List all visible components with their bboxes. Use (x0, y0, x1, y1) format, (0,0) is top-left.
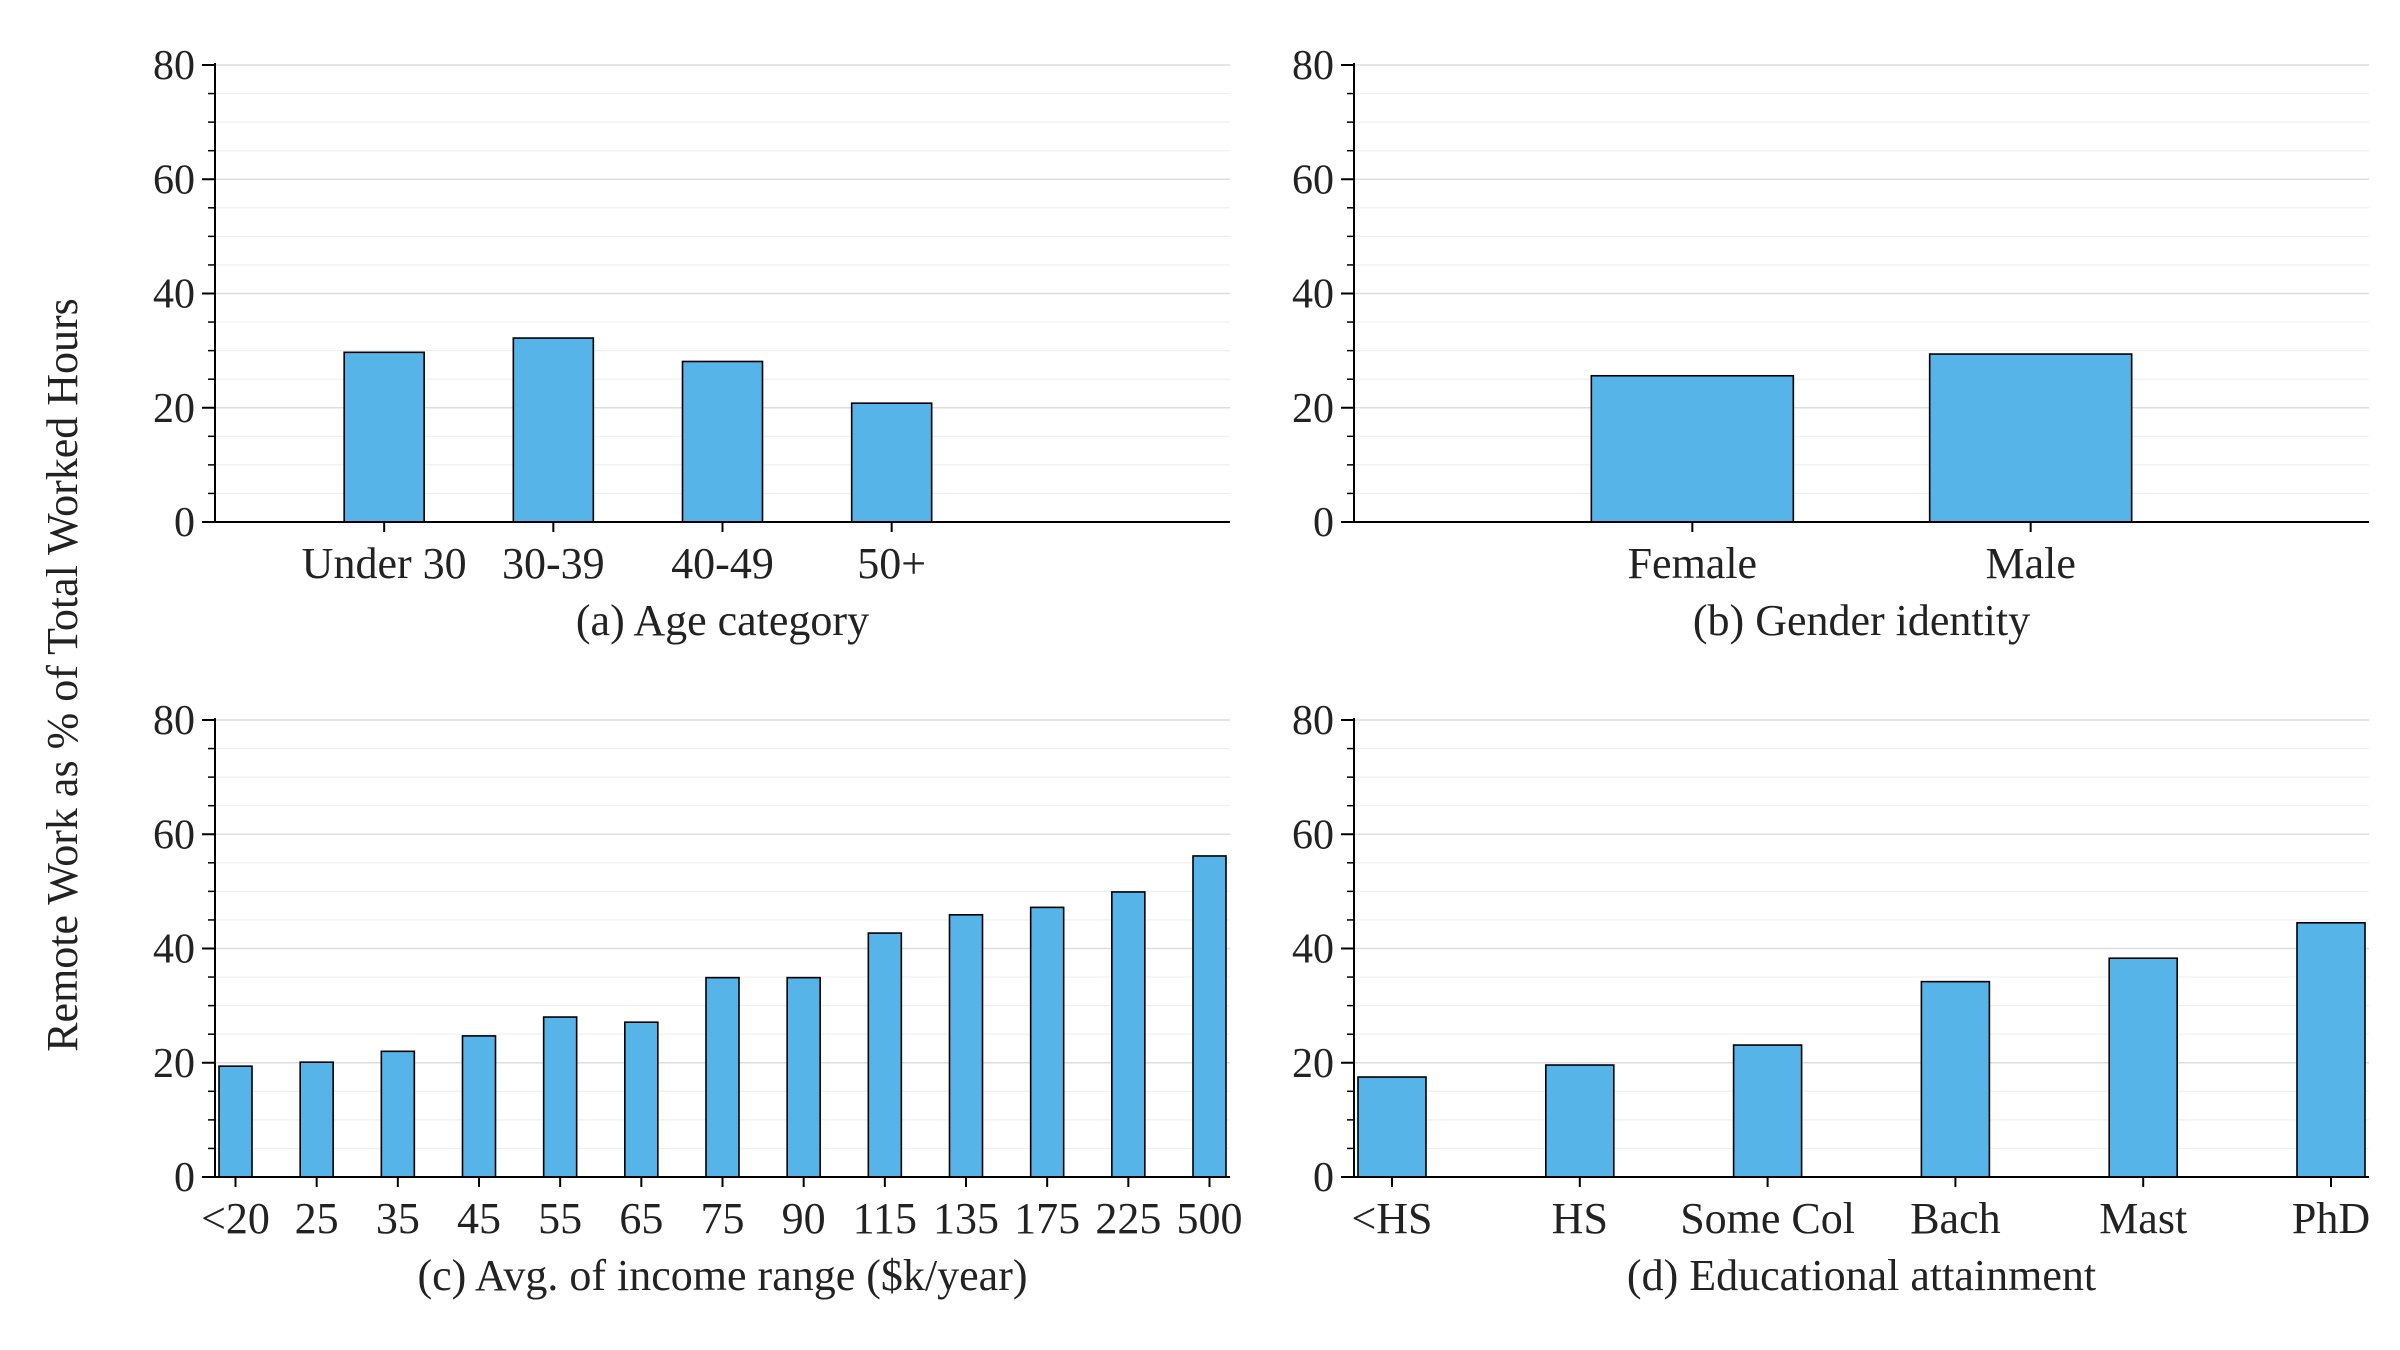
y-tick-label: 0 (174, 1155, 195, 1201)
x-tick-label: 40-49 (671, 539, 774, 588)
x-tick-label: 115 (853, 1194, 917, 1243)
x-tick-label: 75 (701, 1194, 745, 1243)
panel-a: 0 20 40 60 80 Under 30 30-39 40-49 50+ (a) Age ca… (153, 43, 1230, 645)
y-tick-label: 20 (1292, 386, 1334, 432)
bar-bach (1920, 980, 1991, 1178)
y-tick-label: 20 (153, 1041, 195, 1087)
bar--hs (1357, 1076, 1427, 1178)
panel-d: 0 20 40 60 80 <HS HS Some Col Bach Mast PhD (d) Edu… (1292, 698, 2370, 1300)
x-tick-label: PhD (2292, 1194, 2370, 1243)
y-tick-label: 60 (1292, 812, 1334, 858)
x-tick-label: 225 (1095, 1194, 1161, 1243)
bar-30-39 (512, 337, 595, 523)
bar-225 (1111, 891, 1146, 1178)
bar-female (1590, 374, 1795, 523)
bar-45 (461, 1035, 497, 1178)
bar--20 (218, 1065, 253, 1178)
x-tick-label: Some Col (1680, 1194, 1855, 1243)
bar-500 (1192, 855, 1227, 1178)
bar-115 (867, 932, 903, 1178)
x-tick-label: Female (1628, 539, 1758, 588)
bar-hs (1545, 1064, 1615, 1178)
bar-some-col (1732, 1044, 1803, 1178)
y-tick-label: 80 (153, 43, 195, 89)
x-tick-label: 55 (538, 1194, 582, 1243)
panel-c: 0 20 40 60 80 <20 25 35 45 55 65 75 90 115 135 175 225 50… (153, 698, 1243, 1300)
y-tick-label: 40 (153, 927, 195, 973)
y-tick-label: 0 (1313, 500, 1334, 546)
bar-mast (2108, 957, 2178, 1178)
x-tick-label: <20 (201, 1194, 270, 1243)
y-tick-label: 0 (174, 500, 195, 546)
x-tick-label: 500 (1177, 1194, 1243, 1243)
x-tick-label: 50+ (857, 539, 926, 588)
bar-90 (786, 976, 821, 1178)
bar-50- (850, 402, 933, 523)
panel-b: 0 20 40 60 80 Female Male (b) Gender identity (1292, 43, 2369, 645)
x-tick-label: 30-39 (502, 539, 605, 588)
x-tick-label: 45 (457, 1194, 501, 1243)
x-tick-label: Male (1985, 539, 2075, 588)
y-tick-label: 80 (153, 698, 195, 744)
y-tick-label: 0 (1313, 1155, 1334, 1201)
x-tick-label: Mast (2099, 1194, 2187, 1243)
y-tick-label: 60 (1292, 157, 1334, 203)
y-axis-label: Remote Work as % of Total Worked Hours (38, 298, 87, 1052)
bar-65 (624, 1021, 659, 1178)
bar-male (1928, 353, 2133, 523)
y-tick-label: 60 (153, 812, 195, 858)
x-tick-label: 35 (376, 1194, 420, 1243)
bar-175 (1029, 906, 1065, 1178)
bar-under-30 (343, 351, 425, 523)
y-tick-label: 40 (153, 272, 195, 318)
x-tick-label: <HS (1351, 1194, 1432, 1243)
y-tick-label: 40 (1292, 272, 1334, 318)
y-tick-label: 80 (1292, 698, 1334, 744)
bar-75 (705, 976, 740, 1178)
x-tick-label: Bach (1910, 1194, 2000, 1243)
x-tick-label: 90 (782, 1194, 826, 1243)
y-tick-label: 20 (153, 386, 195, 432)
x-tick-label: HS (1552, 1194, 1608, 1243)
bar-25 (299, 1061, 334, 1178)
x-tick-label: 65 (619, 1194, 663, 1243)
y-tick-label: 20 (1292, 1041, 1334, 1087)
panel-title: (a) Age category (576, 596, 869, 645)
y-tick-label: 80 (1292, 43, 1334, 89)
panel-title: (d) Educational attainment (1627, 1251, 2096, 1300)
x-tick-label: 175 (1014, 1194, 1080, 1243)
bar-55 (542, 1016, 578, 1178)
panel-title: (b) Gender identity (1693, 596, 2030, 645)
x-tick-label: 135 (933, 1194, 999, 1243)
bar-40-49 (681, 360, 764, 523)
y-tick-label: 40 (1292, 927, 1334, 973)
x-tick-label: 25 (295, 1194, 339, 1243)
y-tick-label: 60 (153, 157, 195, 203)
x-tick-label: Under 30 (302, 539, 467, 588)
bar-35 (380, 1050, 416, 1178)
bar-135 (948, 913, 984, 1178)
panel-title: (c) Avg. of income range ($k/year) (417, 1251, 1027, 1300)
bar-phd (2296, 921, 2366, 1178)
